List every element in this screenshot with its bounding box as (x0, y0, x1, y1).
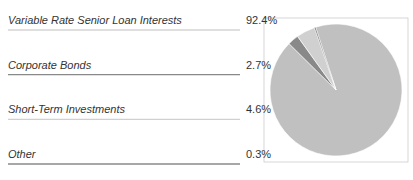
legend-label: Short-Term Investments (8, 103, 125, 115)
legend-line (8, 74, 240, 75)
legend-value: 2.7% (246, 59, 271, 71)
legend-line (8, 163, 240, 164)
legend-value: 92.4% (246, 14, 277, 26)
pie (270, 24, 402, 156)
legend-line (8, 29, 240, 30)
legend-value: 0.3% (246, 148, 271, 160)
pie-frame (264, 18, 408, 162)
legend: Variable Rate Senior Loan Interests 92.4%… (8, 14, 277, 164)
pie-slice (270, 24, 402, 156)
pie-slice (314, 27, 336, 90)
legend-label: Corporate Bonds (8, 59, 92, 71)
legend-label: Variable Rate Senior Loan Interests (8, 14, 182, 26)
pie-slice (298, 28, 336, 90)
legend-label: Other (8, 148, 37, 160)
legend-line (8, 119, 240, 120)
chart: Variable Rate Senior Loan Interests 92.4%… (0, 0, 413, 180)
legend-value: 4.6% (246, 103, 271, 115)
